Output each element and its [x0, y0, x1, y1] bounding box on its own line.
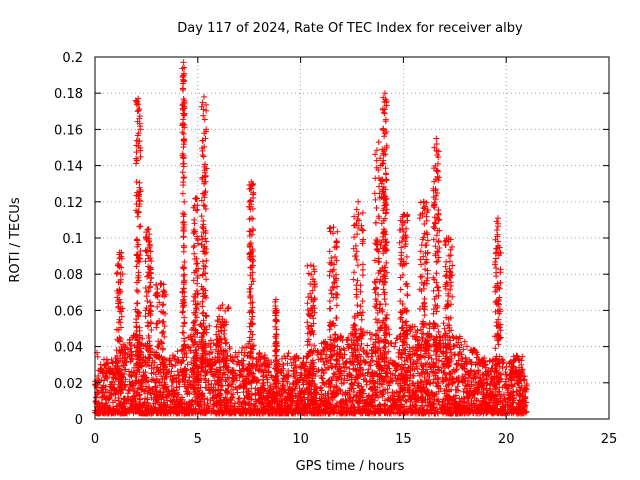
data-point [513, 388, 520, 395]
data-point [391, 343, 398, 350]
data-point [227, 353, 234, 360]
data-points [92, 59, 530, 417]
data-point [197, 321, 204, 328]
data-point [174, 368, 181, 375]
data-point [393, 366, 400, 373]
data-point [454, 383, 461, 390]
data-point [388, 377, 395, 384]
data-point [471, 382, 478, 389]
data-point [402, 350, 409, 357]
grid-lines [95, 57, 609, 419]
data-point [346, 365, 353, 372]
data-point [206, 322, 213, 329]
data-point [174, 348, 181, 355]
data-point [285, 350, 292, 357]
data-point [318, 350, 325, 357]
data-point [222, 378, 229, 385]
data-point [451, 352, 458, 359]
data-point [460, 388, 467, 395]
data-point [175, 371, 182, 378]
data-point [321, 361, 328, 368]
data-point [468, 367, 475, 374]
data-point [415, 337, 422, 344]
data-point [433, 383, 440, 390]
